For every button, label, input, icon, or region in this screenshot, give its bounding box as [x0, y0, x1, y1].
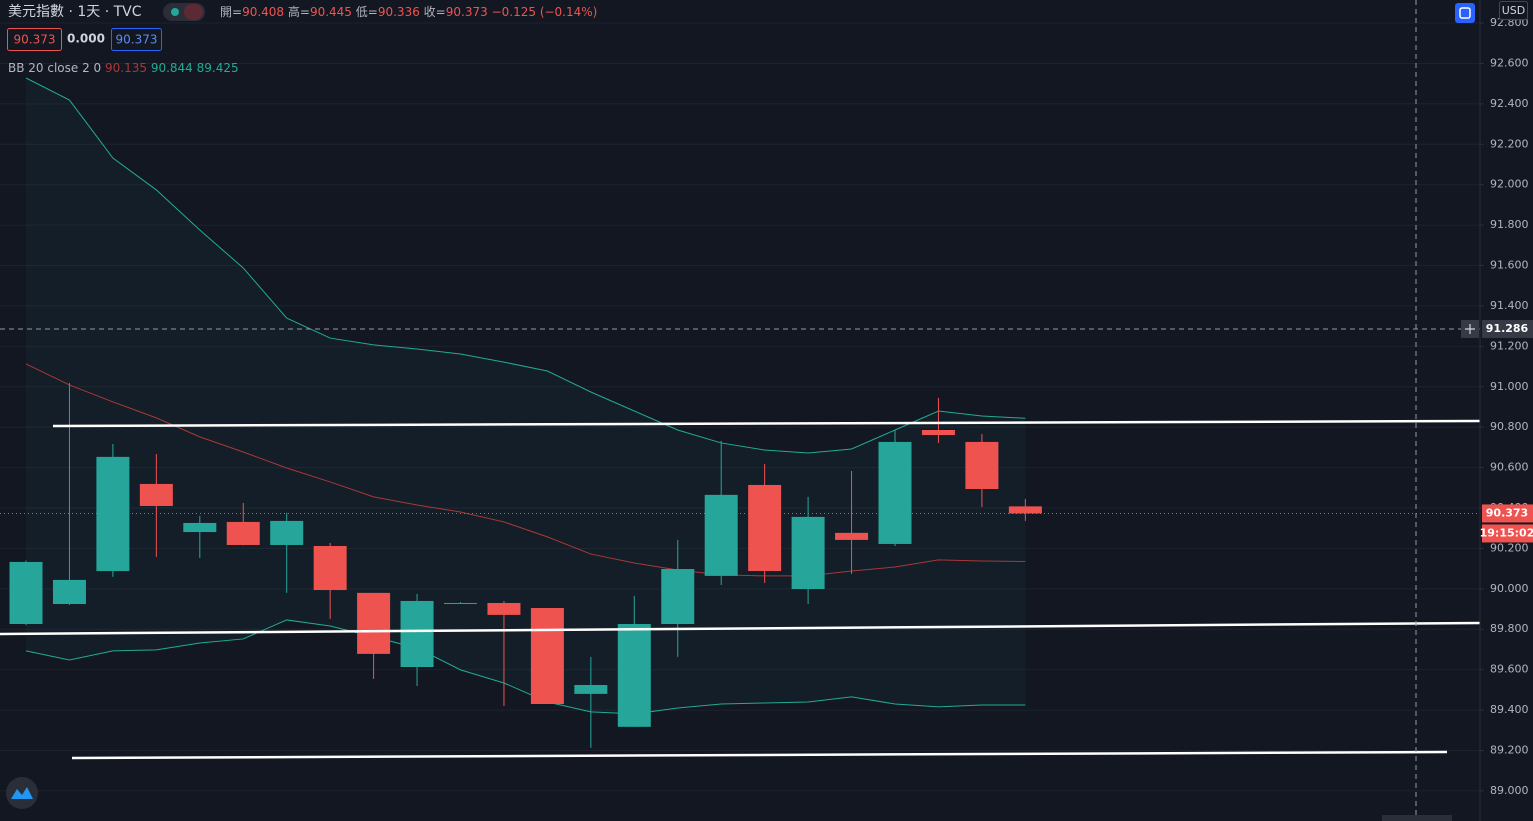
logo-icon: [11, 787, 33, 799]
candle-body: [921, 429, 955, 436]
y-tick-label: 90.000: [1490, 582, 1529, 595]
candle-body: [1008, 506, 1042, 514]
crosshair-plus: [1465, 323, 1475, 334]
lower-value: 89.425: [197, 61, 239, 75]
low-value: 90.336: [378, 5, 420, 19]
open-value: 90.408: [242, 5, 284, 19]
y-tick-label: 92.000: [1490, 178, 1529, 191]
plot: [0, 77, 1480, 748]
candle-body: [487, 602, 521, 615]
upper-value: 90.844: [151, 61, 193, 75]
high-value: 90.445: [310, 5, 352, 19]
y-tick-label: 89.200: [1490, 743, 1529, 756]
y-tick-label: 91.000: [1490, 380, 1529, 393]
bid: 90.373: [14, 33, 56, 47]
toggle-wave: [184, 4, 203, 20]
trend-line: [71, 750, 1448, 760]
indicator-line: [25, 363, 1026, 577]
indicator-legend: BB 20 close 2 0 90.135 90.844 89.425: [8, 61, 239, 75]
candle-body: [226, 521, 260, 545]
y-tick-label: 89.800: [1490, 622, 1529, 635]
candle-body: [96, 456, 130, 572]
close-label: 收=: [424, 5, 446, 19]
candle-body: [139, 483, 173, 506]
toggle-dot: [171, 8, 179, 16]
last-price-box: [1482, 504, 1533, 523]
close-value: 90.373: [446, 5, 488, 19]
ask-box[interactable]: [111, 28, 162, 51]
candle-body: [270, 520, 304, 545]
currency-box[interactable]: [1499, 1, 1528, 20]
ask: 90.373: [116, 33, 158, 47]
candle-body: [530, 608, 564, 705]
y-tick-label: 91.800: [1490, 218, 1529, 231]
low-label: 低=: [356, 5, 378, 19]
price-axis: [1480, 0, 1533, 821]
candle-body: [748, 484, 782, 572]
time-label-stub: [1382, 815, 1452, 821]
candle-body: [9, 561, 43, 624]
crosshair-label: 91.286: [1486, 322, 1529, 335]
candle-body: [52, 579, 86, 604]
candle-body: [313, 545, 347, 591]
trend-line: [52, 419, 1481, 428]
change-pct: (−0.14%): [540, 5, 598, 19]
trend-line: [0, 621, 1481, 636]
y-tick-label: 90.200: [1490, 541, 1529, 554]
bid-box[interactable]: [7, 28, 62, 51]
candle-body: [183, 522, 217, 533]
logo[interactable]: [6, 777, 38, 809]
candle-body: [617, 623, 651, 727]
candle-body: [835, 532, 869, 540]
axis-labels: 89.000 89.200 89.400 89.600 89.800 90.000 90.2…: [1461, 16, 1533, 797]
candle-body: [704, 494, 738, 576]
candle-body: [878, 441, 912, 544]
y-tick-label: 90.800: [1490, 420, 1529, 433]
ohlc-legend: 開=90.408 高=90.445 低=90.336 收=90.373 −0.1…: [220, 4, 597, 19]
candle-body: [400, 600, 434, 668]
indicator-label: BB 20 close 2 0: [8, 61, 101, 75]
y-tick-label: 92.200: [1490, 137, 1529, 150]
high-label: 高=: [288, 4, 310, 19]
candle-body: [444, 602, 477, 604]
candle-body: [574, 685, 608, 694]
candle-body: [661, 569, 695, 624]
y-tick-label: 89.400: [1490, 703, 1529, 716]
fullscreen-icon: [1459, 7, 1471, 19]
change: −0.125: [492, 5, 536, 19]
open-label: 開=: [220, 5, 242, 19]
y-tick-label: 91.400: [1490, 299, 1529, 312]
fullscreen-button[interactable]: [1455, 3, 1475, 23]
countdown-box: [1482, 524, 1533, 543]
y-tick-label: 89.600: [1490, 663, 1529, 676]
candle-body: [357, 592, 391, 654]
crosshair-box: [1482, 319, 1533, 338]
candle-body: [791, 516, 825, 590]
y-tick-label: 89.000: [1490, 784, 1529, 797]
y-tick-label: 91.600: [1490, 259, 1529, 272]
countdown: 19:15:02: [1480, 526, 1533, 539]
basis-value: 90.135: [105, 61, 147, 75]
y-tick-label: 91.200: [1490, 339, 1529, 352]
y-tick-label: 90.600: [1490, 461, 1529, 474]
indicator-line: [25, 619, 1026, 715]
spread: 0.000: [67, 32, 105, 46]
y-tick-label: 92.400: [1490, 97, 1529, 110]
currency: USD: [1502, 4, 1526, 17]
candle-body: [965, 441, 999, 490]
y-tick-label: 92.600: [1490, 56, 1529, 69]
symbol-title: 美元指數 · 1天 · TVC: [8, 4, 142, 20]
last-price-label: 90.373: [1486, 506, 1528, 519]
indicator-line: [25, 77, 1026, 454]
grid: [0, 22, 1480, 792]
